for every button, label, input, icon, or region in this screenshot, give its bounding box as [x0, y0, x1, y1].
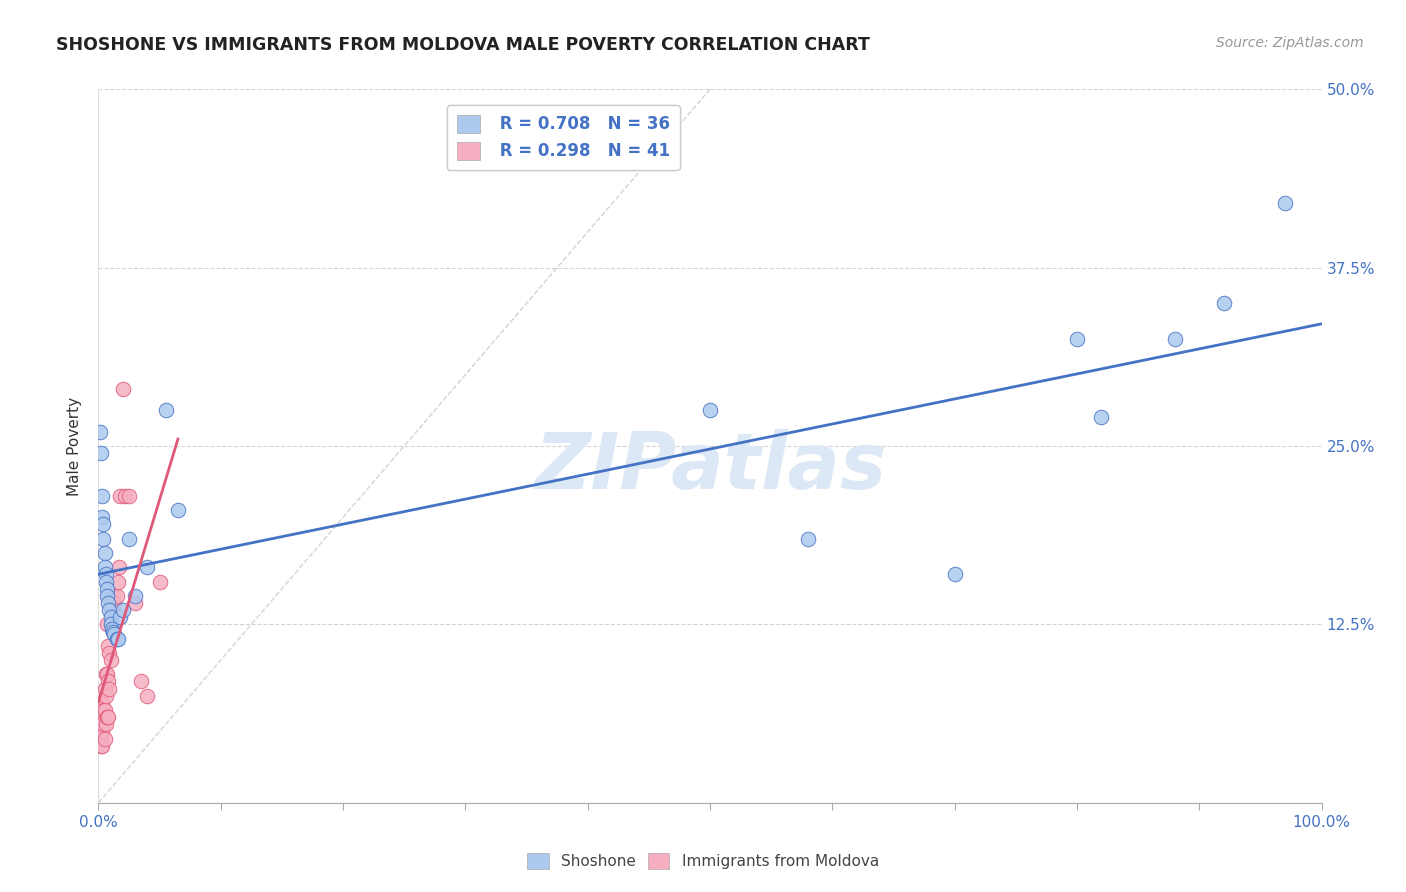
Point	[91, 710, 114, 724]
Point	[118, 532, 141, 546]
Point	[91, 724, 114, 739]
Point	[136, 689, 159, 703]
Point	[94, 567, 117, 582]
Point	[90, 717, 112, 731]
Point	[96, 617, 118, 632]
Text: SHOSHONE VS IMMIGRANTS FROM MOLDOVA MALE POVERTY CORRELATION CHART: SHOSHONE VS IMMIGRANTS FROM MOLDOVA MALE…	[56, 36, 870, 54]
Point	[89, 717, 111, 731]
Point	[89, 425, 111, 439]
Point	[101, 622, 124, 636]
Point	[94, 689, 117, 703]
Point	[101, 589, 124, 603]
Point	[103, 596, 125, 610]
Point	[90, 446, 112, 460]
Point	[93, 546, 115, 560]
Point	[91, 517, 114, 532]
Point	[114, 489, 136, 503]
Point	[100, 610, 122, 624]
Point	[91, 489, 114, 503]
Point	[103, 627, 125, 641]
Point	[96, 589, 118, 603]
Y-axis label: Male Poverty: Male Poverty	[67, 396, 83, 496]
Point	[101, 624, 124, 639]
Point	[111, 603, 134, 617]
Point	[94, 717, 117, 731]
Point	[129, 674, 152, 689]
Text: Source: ZipAtlas.com: Source: ZipAtlas.com	[1216, 36, 1364, 50]
Point	[89, 731, 111, 746]
Point	[124, 589, 146, 603]
Point	[797, 532, 820, 546]
Point	[149, 574, 172, 589]
Point	[111, 382, 134, 396]
Point	[1090, 410, 1112, 425]
Point	[699, 403, 721, 417]
Point	[100, 653, 122, 667]
Point	[91, 510, 114, 524]
Point	[136, 560, 159, 574]
Point	[110, 489, 132, 503]
Point	[108, 560, 131, 574]
Point	[943, 567, 966, 582]
Point	[90, 739, 112, 753]
Point	[101, 603, 124, 617]
Point	[118, 489, 141, 503]
Point	[96, 667, 118, 681]
Point	[96, 582, 118, 596]
Point	[91, 696, 114, 710]
Point	[97, 710, 120, 724]
Point	[93, 731, 115, 746]
Point	[91, 717, 114, 731]
Point	[94, 667, 117, 681]
Legend: Shoshone, Immigrants from Moldova: Shoshone, Immigrants from Moldova	[522, 847, 884, 875]
Point	[1164, 332, 1187, 346]
Point	[1212, 296, 1234, 310]
Point	[98, 603, 121, 617]
Text: ZIPatlas: ZIPatlas	[534, 429, 886, 506]
Point	[97, 596, 120, 610]
Point	[167, 503, 190, 517]
Legend:  R = 0.708   N = 36,  R = 0.298   N = 41: R = 0.708 N = 36, R = 0.298 N = 41	[447, 104, 679, 170]
Point	[91, 739, 114, 753]
Point	[93, 681, 115, 696]
Point	[96, 710, 118, 724]
Point	[1066, 332, 1088, 346]
Point	[107, 574, 129, 589]
Point	[91, 703, 114, 717]
Point	[110, 610, 132, 624]
Point	[93, 703, 115, 717]
Point	[90, 731, 112, 746]
Point	[98, 681, 121, 696]
Point	[97, 639, 120, 653]
Point	[105, 589, 128, 603]
Point	[94, 574, 117, 589]
Point	[105, 632, 128, 646]
Point	[100, 596, 122, 610]
Point	[100, 617, 122, 632]
Point	[1274, 196, 1296, 211]
Point	[124, 596, 146, 610]
Point	[93, 560, 115, 574]
Point	[98, 646, 121, 660]
Point	[155, 403, 177, 417]
Point	[97, 674, 120, 689]
Point	[91, 532, 114, 546]
Point	[107, 632, 129, 646]
